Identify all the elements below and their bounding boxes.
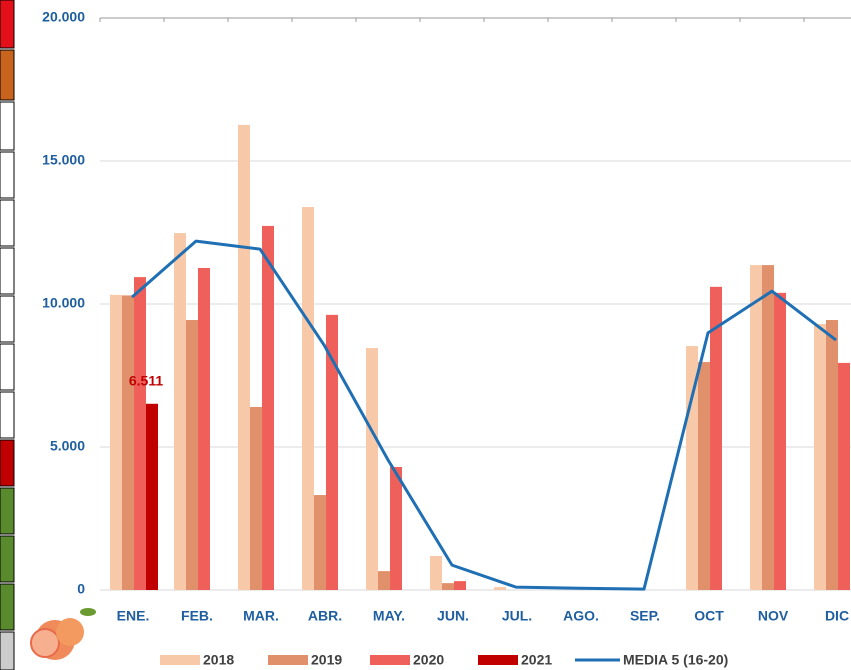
x-tick-label: ABR.	[308, 608, 342, 624]
y-tick-label: 15.000	[42, 152, 85, 168]
bar	[814, 324, 826, 590]
bar	[110, 295, 122, 590]
bar	[710, 287, 722, 590]
bar	[366, 348, 378, 590]
bar	[762, 265, 774, 590]
legend-swatch	[268, 655, 308, 665]
x-tick-label: FEB.	[181, 608, 213, 624]
bar	[838, 363, 850, 590]
bar	[454, 581, 466, 590]
legend-label: MEDIA 5 (16-20)	[623, 652, 728, 668]
legend-swatch	[160, 655, 200, 665]
x-tick-label: SEP.	[630, 608, 660, 624]
bar	[186, 320, 198, 590]
x-tick-label: JUL.	[502, 608, 532, 624]
bar	[198, 268, 210, 590]
left-strip	[0, 0, 14, 670]
bar	[494, 587, 506, 590]
y-tick-label: 20.000	[42, 9, 85, 25]
bar	[442, 583, 454, 590]
legend-swatch	[370, 655, 410, 665]
data-label: 6.511	[129, 372, 163, 388]
bar	[262, 226, 274, 590]
bar	[750, 265, 762, 590]
bar	[390, 467, 402, 590]
legend-label: 2021	[521, 652, 552, 668]
x-tick-label: OCT	[694, 608, 724, 624]
legend-label: 2020	[413, 652, 444, 668]
bar	[238, 125, 250, 590]
y-tick-label: 10.000	[42, 295, 85, 311]
bar	[122, 295, 134, 590]
bar	[314, 495, 326, 590]
bar	[698, 362, 710, 590]
x-tick-label: MAR.	[243, 608, 279, 624]
fruit-icon	[31, 608, 96, 660]
bar	[326, 315, 338, 590]
y-tick-label: 0	[77, 581, 85, 597]
x-tick-label: DIC	[825, 608, 849, 624]
x-tick-label: JUN.	[437, 608, 469, 624]
bar	[826, 320, 838, 590]
x-tick-label: MAY.	[373, 608, 405, 624]
y-tick-label: 5.000	[50, 438, 85, 454]
bar	[250, 407, 262, 590]
chart: 0 5.000 10.000 15.000 20.000 6.511 ENE. FEB. MAR…	[0, 0, 851, 670]
legend-label: 2019	[311, 652, 342, 668]
bar	[134, 277, 146, 590]
x-tick-label: ENE.	[117, 608, 150, 624]
line	[132, 241, 836, 589]
bar	[774, 293, 786, 590]
x-tick-label: AGO.	[563, 608, 599, 624]
legend-label: 2018	[203, 652, 234, 668]
bar	[146, 404, 158, 590]
legend-swatch	[478, 655, 518, 665]
bar	[430, 556, 442, 590]
bar	[174, 233, 186, 590]
bar	[302, 207, 314, 590]
bar	[378, 571, 390, 590]
x-tick-label: NOV	[758, 608, 789, 624]
